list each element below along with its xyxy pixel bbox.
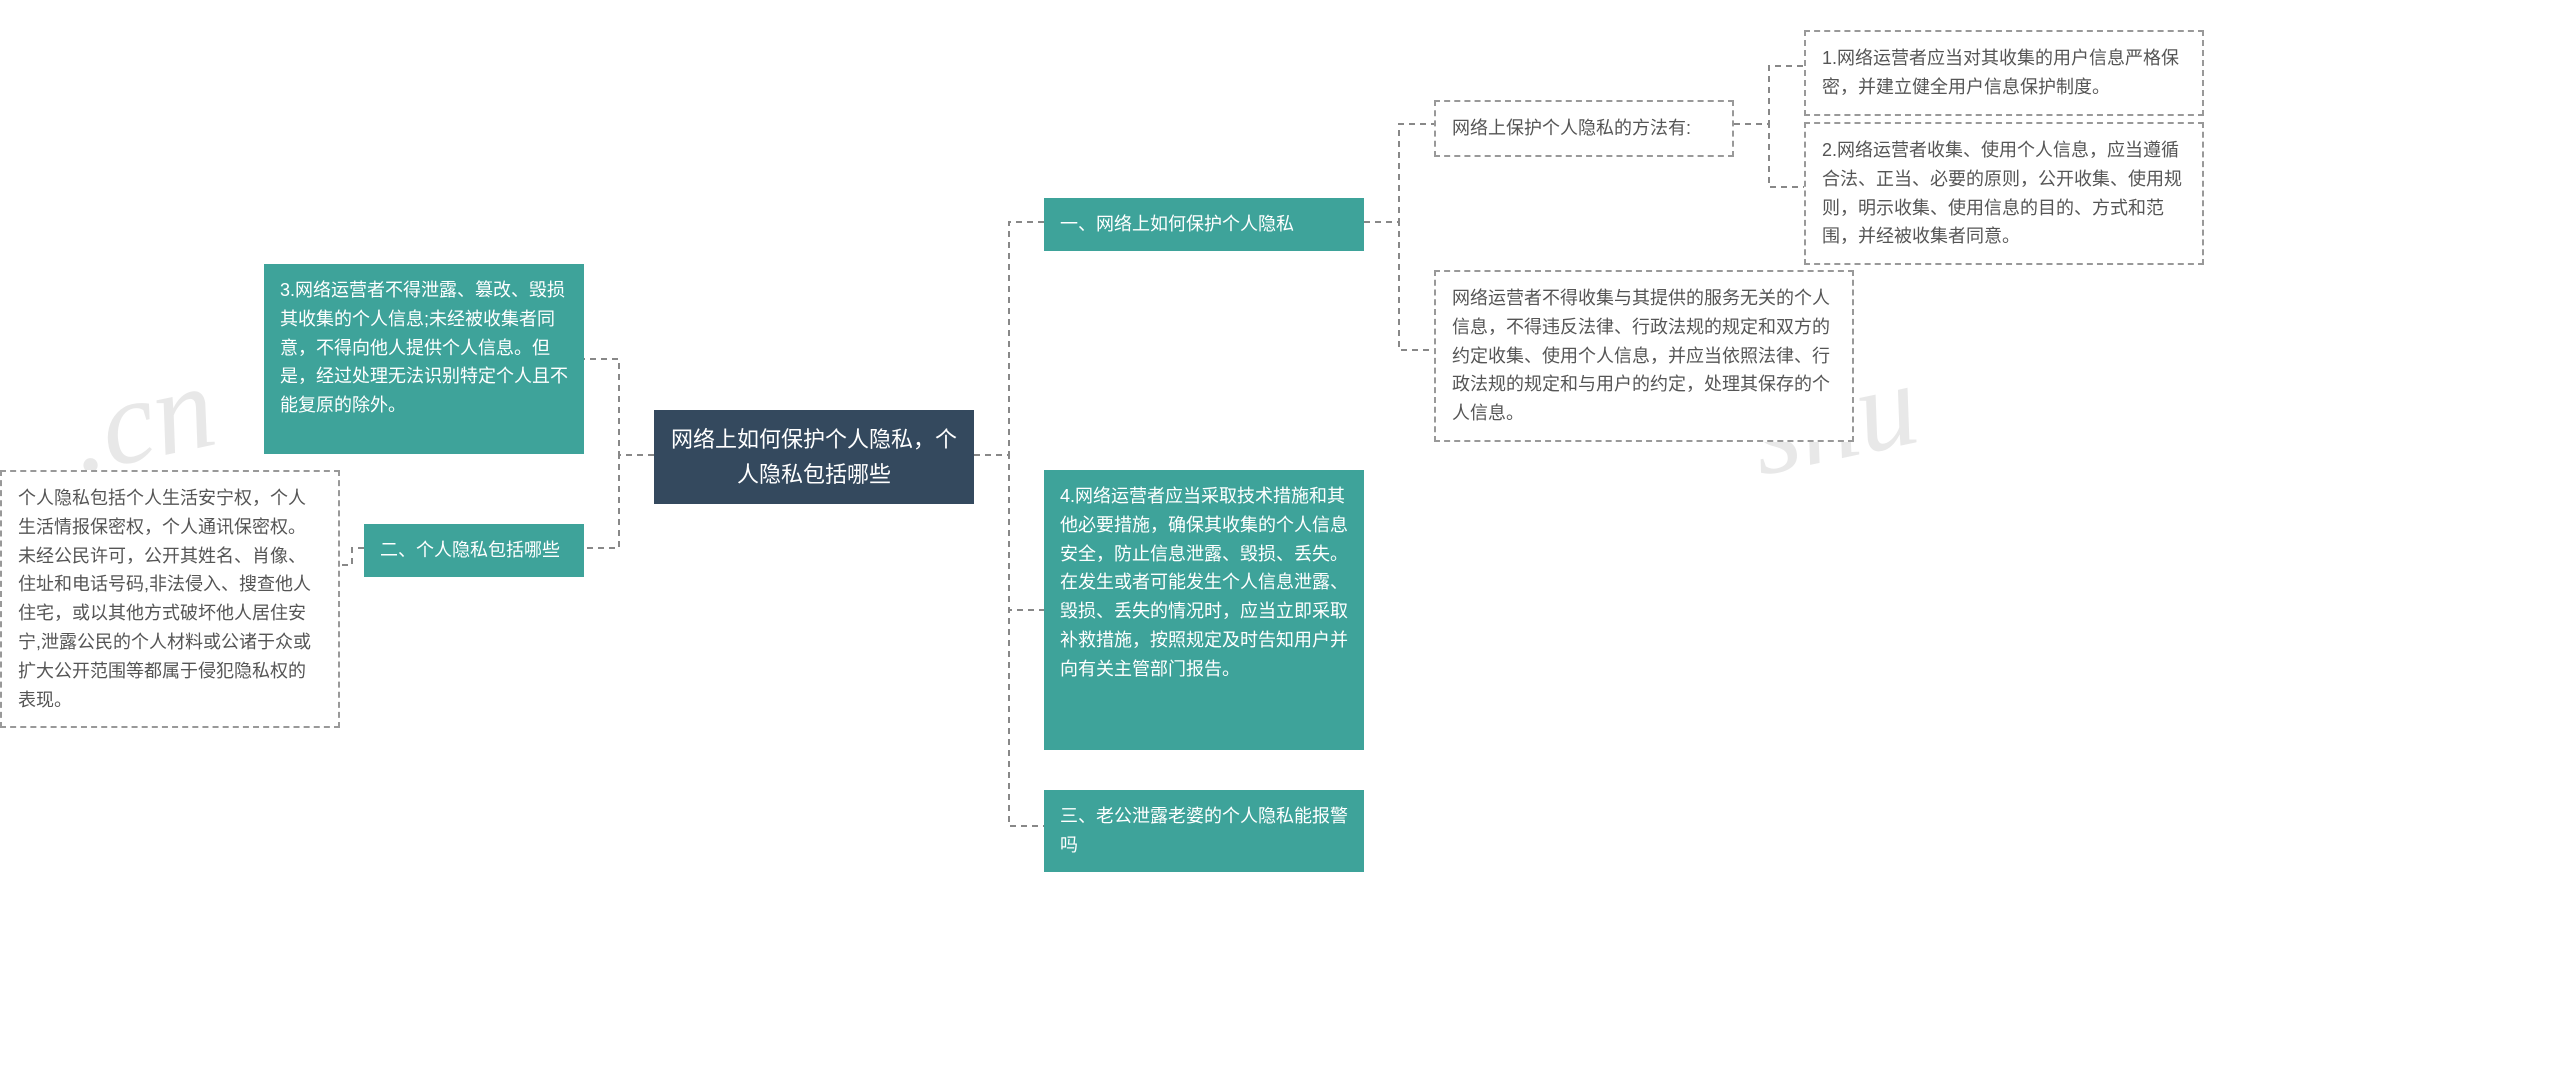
node-label: 3.网络运营者不得泄露、篡改、毁损其收集的个人信息;未经被收集者同意，不得向他人… xyxy=(280,280,568,415)
leaf-strict-confidential: 1.网络运营者应当对其收集的用户信息严格保密，并建立健全用户信息保护制度。 xyxy=(1804,30,2204,116)
node-label: 1.网络运营者应当对其收集的用户信息严格保密，并建立健全用户信息保护制度。 xyxy=(1822,48,2179,97)
node-label: 三、老公泄露老婆的个人隐私能报警吗 xyxy=(1060,806,1348,855)
node-label: 网络运营者不得收集与其提供的服务无关的个人信息，不得违反法律、行政法规的规定和双… xyxy=(1452,288,1830,423)
branch-item-3: 3.网络运营者不得泄露、篡改、毁损其收集的个人信息;未经被收集者同意，不得向他人… xyxy=(264,264,584,454)
node-label: 一、网络上如何保护个人隐私 xyxy=(1060,214,1294,234)
node-label: 网络上保护个人隐私的方法有: xyxy=(1452,118,1691,138)
node-label: 4.网络运营者应当采取技术措施和其他必要措施，确保其收集的个人信息安全，防止信息… xyxy=(1060,486,1348,679)
node-label: 2.网络运营者收集、使用个人信息，应当遵循合法、正当、必要的原则，公开收集、使用… xyxy=(1822,140,2182,246)
node-label: 个人隐私包括个人生活安宁权，个人生活情报保密权，个人通讯保密权。未经公民许可，公… xyxy=(18,488,311,710)
leaf-no-irrelevant-collection: 网络运营者不得收集与其提供的服务无关的个人信息，不得违反法律、行政法规的规定和双… xyxy=(1434,270,1854,442)
branch-can-report: 三、老公泄露老婆的个人隐私能报警吗 xyxy=(1044,790,1364,872)
node-label: 二、个人隐私包括哪些 xyxy=(380,540,560,560)
branch-how-to-protect: 一、网络上如何保护个人隐私 xyxy=(1044,198,1364,251)
leaf-privacy-definition: 个人隐私包括个人生活安宁权，个人生活情报保密权，个人通讯保密权。未经公民许可，公… xyxy=(0,470,340,728)
mindmap-root: 网络上如何保护个人隐私，个人隐私包括哪些 xyxy=(654,410,974,504)
branch-what-privacy-includes: 二、个人隐私包括哪些 xyxy=(364,524,584,577)
branch-item-4: 4.网络运营者应当采取技术措施和其他必要措施，确保其收集的个人信息安全，防止信息… xyxy=(1044,470,1364,750)
leaf-methods-intro: 网络上保护个人隐私的方法有: xyxy=(1434,100,1734,157)
root-label: 网络上如何保护个人隐私，个人隐私包括哪些 xyxy=(670,422,958,492)
leaf-legal-principles: 2.网络运营者收集、使用个人信息，应当遵循合法、正当、必要的原则，公开收集、使用… xyxy=(1804,122,2204,265)
